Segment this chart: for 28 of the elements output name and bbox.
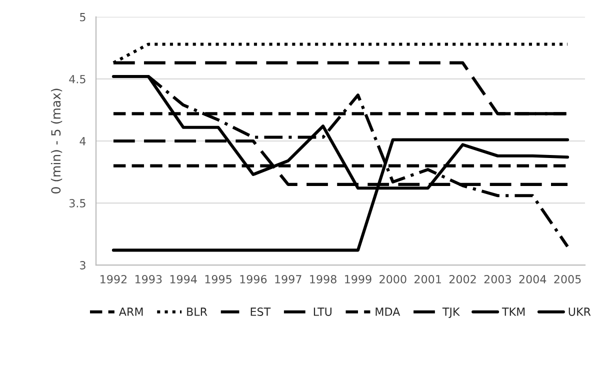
x-tick-label: 2002: [449, 275, 476, 284]
x-tick-label: 2001: [414, 275, 441, 284]
legend-label: BLR: [187, 308, 208, 316]
x-tick-label: 2003: [484, 275, 511, 284]
x-tick-label: 1996: [240, 275, 267, 284]
x-tick-label: 2004: [519, 275, 546, 284]
y-tick-label: 4: [80, 137, 86, 146]
legend-label: MDA: [376, 308, 400, 316]
x-tick-label: 2005: [554, 275, 581, 284]
y-tick-label: 4.5: [69, 75, 86, 84]
legend-label: EST: [250, 308, 271, 316]
legend-label: LTU: [314, 308, 332, 316]
y-tick-label: 3.5: [69, 199, 86, 208]
x-tick-label: 1999: [345, 275, 372, 284]
x-tick-label: 2000: [380, 275, 406, 284]
legend-label: TKM: [502, 308, 525, 316]
y-tick-label: 3: [80, 261, 86, 270]
x-tick-label: 1992: [100, 275, 126, 284]
y-tick-label: 5: [80, 13, 86, 22]
x-tick-label: 1994: [170, 275, 197, 284]
legend-label: TJK: [442, 308, 460, 318]
x-tick-label: 1993: [135, 275, 162, 284]
x-tick-label: 1997: [275, 275, 302, 284]
x-tick-label: 1998: [310, 275, 336, 284]
legend-label: ARM: [118, 308, 143, 316]
x-tick-label: 1995: [205, 275, 232, 284]
legend-label: UKR: [568, 308, 591, 316]
y-axis-title: 0 (min) - 5 (max): [50, 88, 62, 194]
